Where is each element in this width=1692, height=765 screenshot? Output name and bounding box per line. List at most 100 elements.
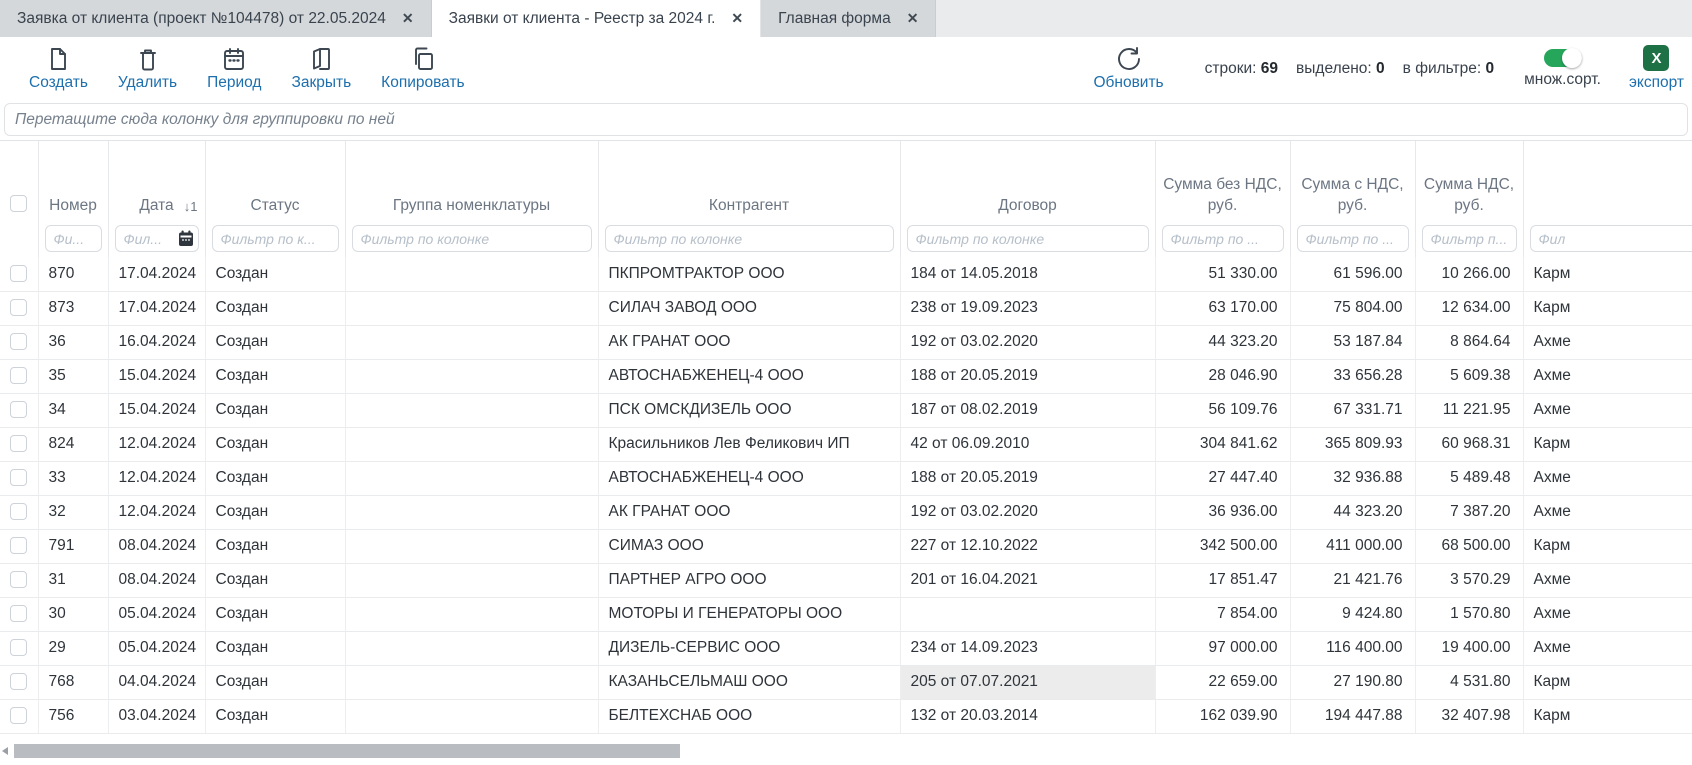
cell-number[interactable]: 756 (38, 699, 109, 734)
row-checkbox[interactable] (10, 673, 28, 691)
column-header-group[interactable]: Группа номенклатуры (345, 141, 599, 225)
cell-number[interactable]: 768 (38, 665, 109, 700)
cell-date[interactable]: 17.04.2024 (108, 257, 206, 292)
cell-group[interactable] (345, 699, 599, 734)
close-button[interactable]: Закрыть (276, 45, 366, 92)
filter-input-manager[interactable] (1529, 225, 1692, 252)
cell-sum_vat[interactable]: 19 400.00 (1415, 631, 1524, 666)
cell-contract[interactable]: 234 от 14.09.2023 (900, 631, 1156, 666)
table-row[interactable]: 870 17.04.2024 Создан ПКПРОМТРАКТОР ООО 184 … (0, 257, 1692, 292)
cell-sum_vat[interactable]: 11 221.95 (1415, 393, 1524, 428)
cell-contract[interactable] (900, 597, 1156, 632)
cell-date[interactable]: 12.04.2024 (108, 461, 206, 496)
cell-status[interactable]: Создан (205, 529, 346, 564)
horizontal-scrollbar-thumb[interactable] (14, 744, 680, 758)
cell-sum_no_vat[interactable]: 28 046.90 (1155, 359, 1291, 394)
column-header-contractor[interactable]: Контрагент (598, 141, 901, 225)
cell-date[interactable]: 12.04.2024 (108, 427, 206, 462)
copy-button[interactable]: Копировать (366, 45, 479, 92)
cell-status[interactable]: Создан (205, 427, 346, 462)
cell-contractor[interactable]: АВТОСНАБЖЕНЕЦ-4 ООО (598, 359, 901, 394)
table-row[interactable]: 34 15.04.2024 Создан ПСК ОМСКДИЗЕЛЬ ООО 187 … (0, 393, 1692, 428)
filter-input-sum_with_vat[interactable] (1296, 225, 1409, 252)
cell-status[interactable]: Создан (205, 665, 346, 700)
cell-manager[interactable]: Ахме (1523, 325, 1692, 360)
cell-manager[interactable]: Ахме (1523, 597, 1692, 632)
cell-group[interactable] (345, 495, 599, 530)
cell-sum_no_vat[interactable]: 304 841.62 (1155, 427, 1291, 462)
cell-date[interactable]: 15.04.2024 (108, 393, 206, 428)
cell-sum_vat[interactable]: 60 968.31 (1415, 427, 1524, 462)
cell-sum_no_vat[interactable]: 36 936.00 (1155, 495, 1291, 530)
table-row[interactable]: 791 08.04.2024 Создан СИМАЗ ООО 227 от 12.10… (0, 529, 1692, 564)
cell-group[interactable] (345, 665, 599, 700)
row-checkbox[interactable] (10, 571, 28, 589)
calendar-icon[interactable] (178, 230, 194, 252)
cell-contractor[interactable]: АК ГРАНАТ ООО (598, 495, 901, 530)
filter-input-group[interactable] (351, 225, 592, 252)
column-header-sum_no_vat[interactable]: Сумма без НДС, руб. (1155, 141, 1291, 225)
refresh-button[interactable]: Обновить (1078, 45, 1178, 92)
cell-contractor[interactable]: Красильников Лев Феликович ИП (598, 427, 901, 462)
cell-number[interactable]: 36 (38, 325, 109, 360)
table-row[interactable]: 29 05.04.2024 Создан ДИЗЕЛЬ-СЕРВИС ООО 234 о… (0, 631, 1692, 666)
cell-sum_vat[interactable]: 5 609.38 (1415, 359, 1524, 394)
cell-sum_no_vat[interactable]: 162 039.90 (1155, 699, 1291, 734)
row-checkbox[interactable] (10, 367, 28, 385)
cell-status[interactable]: Создан (205, 325, 346, 360)
cell-contractor[interactable]: КАЗАНЬСЕЛЬМАШ ООО (598, 665, 901, 700)
cell-number[interactable]: 870 (38, 257, 109, 292)
cell-sum_with_vat[interactable]: 32 936.88 (1290, 461, 1416, 496)
cell-manager[interactable]: Карм (1523, 291, 1692, 326)
cell-contractor[interactable]: ДИЗЕЛЬ-СЕРВИС ООО (598, 631, 901, 666)
cell-status[interactable]: Создан (205, 393, 346, 428)
cell-contractor[interactable]: МОТОРЫ И ГЕНЕРАТОРЫ ООО (598, 597, 901, 632)
cell-contractor[interactable]: СИМАЗ ООО (598, 529, 901, 564)
cell-sum_no_vat[interactable]: 44 323.20 (1155, 325, 1291, 360)
cell-sum_no_vat[interactable]: 51 330.00 (1155, 257, 1291, 292)
cell-number[interactable]: 873 (38, 291, 109, 326)
cell-manager[interactable]: Ахме (1523, 461, 1692, 496)
filter-input-number[interactable] (44, 225, 102, 252)
cell-number[interactable]: 32 (38, 495, 109, 530)
filter-input-sum_vat[interactable] (1421, 225, 1517, 252)
cell-date[interactable]: 04.04.2024 (108, 665, 206, 700)
cell-status[interactable]: Создан (205, 291, 346, 326)
cell-group[interactable] (345, 393, 599, 428)
period-button[interactable]: Период (192, 45, 276, 92)
cell-sum_with_vat[interactable]: 21 421.76 (1290, 563, 1416, 598)
cell-status[interactable]: Создан (205, 563, 346, 598)
cell-sum_with_vat[interactable]: 411 000.00 (1290, 529, 1416, 564)
cell-sum_with_vat[interactable]: 33 656.28 (1290, 359, 1416, 394)
multisort-toggle[interactable] (1543, 47, 1582, 68)
cell-sum_no_vat[interactable]: 63 170.00 (1155, 291, 1291, 326)
cell-manager[interactable]: Карм (1523, 427, 1692, 462)
cell-group[interactable] (345, 257, 599, 292)
table-row[interactable]: 756 03.04.2024 Создан БЕЛТЕХСНАБ ООО 132 от … (0, 699, 1692, 734)
cell-contract[interactable]: 187 от 08.02.2019 (900, 393, 1156, 428)
cell-contractor[interactable]: БЕЛТЕХСНАБ ООО (598, 699, 901, 734)
cell-sum_no_vat[interactable]: 7 854.00 (1155, 597, 1291, 632)
cell-number[interactable]: 33 (38, 461, 109, 496)
table-row[interactable]: 31 08.04.2024 Создан ПАРТНЕР АГРО ООО 201 от… (0, 563, 1692, 598)
cell-group[interactable] (345, 529, 599, 564)
cell-sum_with_vat[interactable]: 53 187.84 (1290, 325, 1416, 360)
cell-status[interactable]: Создан (205, 495, 346, 530)
cell-sum_vat[interactable]: 8 864.64 (1415, 325, 1524, 360)
table-row[interactable]: 768 04.04.2024 Создан КАЗАНЬСЕЛЬМАШ ООО 205 … (0, 665, 1692, 700)
cell-status[interactable]: Создан (205, 257, 346, 292)
cell-sum_vat[interactable]: 68 500.00 (1415, 529, 1524, 564)
cell-contract[interactable]: 227 от 12.10.2022 (900, 529, 1156, 564)
cell-group[interactable] (345, 631, 599, 666)
cell-manager[interactable]: Ахме (1523, 563, 1692, 598)
close-tab-icon[interactable]: ✕ (731, 10, 744, 26)
cell-contractor[interactable]: СИЛАЧ ЗАВОД ООО (598, 291, 901, 326)
column-header-sum_vat[interactable]: Сумма НДС, руб. (1415, 141, 1524, 225)
cell-sum_vat[interactable]: 32 407.98 (1415, 699, 1524, 734)
column-header-contract[interactable]: Договор (900, 141, 1156, 225)
table-row[interactable]: 824 12.04.2024 Создан Красильников Лев Фели… (0, 427, 1692, 462)
table-row[interactable]: 35 15.04.2024 Создан АВТОСНАБЖЕНЕЦ-4 ООО 188… (0, 359, 1692, 394)
cell-manager[interactable]: Карм (1523, 257, 1692, 292)
cell-number[interactable]: 31 (38, 563, 109, 598)
cell-manager[interactable]: Карм (1523, 529, 1692, 564)
